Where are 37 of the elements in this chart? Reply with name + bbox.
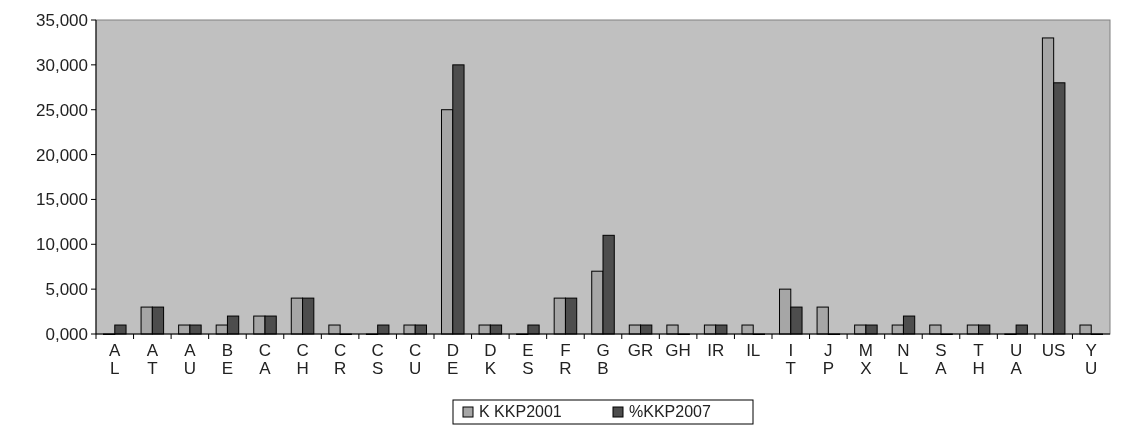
- x-tick-label: A U: [183, 341, 197, 378]
- y-tick-label: 30,000: [36, 55, 88, 75]
- x-tick-label: D K: [484, 341, 497, 378]
- x-tick-label: J P: [822, 341, 835, 378]
- x-tick-label: F R: [559, 341, 572, 378]
- x-tick-label: S A: [935, 341, 948, 378]
- x-tick-label: C A: [258, 341, 272, 378]
- legend-label: %KKP2007: [629, 403, 711, 420]
- y-tick-label: 20,000: [36, 145, 88, 165]
- x-tick-label: C R: [333, 341, 347, 378]
- x-tick-label: C U: [409, 341, 422, 378]
- y-tick-label: 15,000: [36, 190, 88, 210]
- x-tick-label: C S: [371, 341, 384, 378]
- y-tick-label: 35,000: [36, 10, 88, 30]
- x-tick-label: IR: [707, 341, 725, 360]
- x-tick-label: C H: [296, 341, 309, 378]
- x-tick-label: I T: [785, 341, 796, 378]
- x-tick-label: US: [1041, 341, 1066, 360]
- x-tick-label: A L: [109, 341, 122, 378]
- y-tick-label: 0,000: [45, 324, 88, 344]
- legend-label: K KKP2001: [479, 403, 562, 420]
- y-tick-label: 5,000: [45, 280, 88, 300]
- x-tick-label: N L: [897, 341, 910, 378]
- x-tick-label: M X: [858, 341, 873, 378]
- x-tick-label: IL: [746, 341, 761, 360]
- x-tick-label: G B: [596, 341, 610, 378]
- y-tick-label: 25,000: [36, 100, 88, 120]
- x-tick-label: T H: [972, 341, 985, 378]
- x-tick-label: GH: [665, 341, 691, 360]
- y-tick-label: 10,000: [36, 235, 88, 255]
- x-tick-label: E S: [522, 341, 534, 378]
- x-tick-label: A T: [146, 341, 159, 378]
- x-tick-label: B E: [221, 341, 234, 378]
- x-tick-label: D E: [446, 341, 459, 378]
- x-tick-label: Y U: [1085, 341, 1098, 378]
- x-tick-label: U A: [1009, 341, 1023, 378]
- x-tick-label: GR: [627, 341, 654, 360]
